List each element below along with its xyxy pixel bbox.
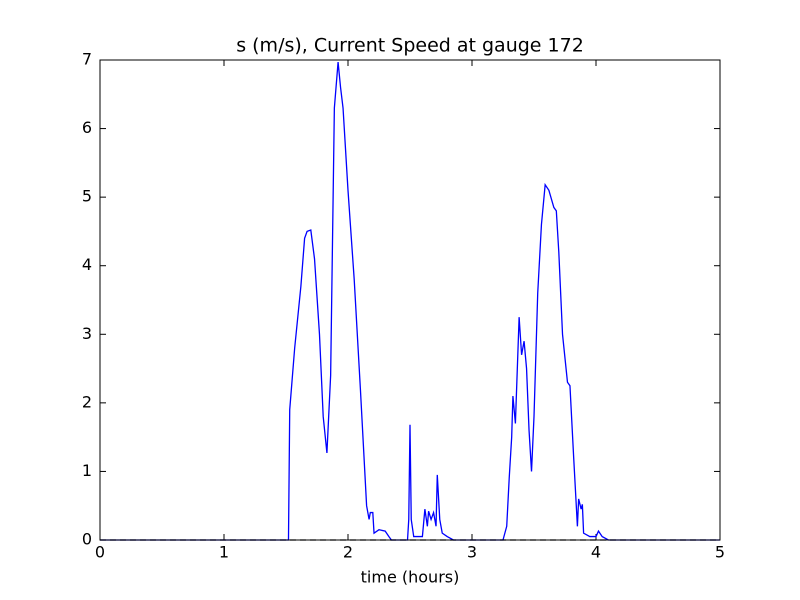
y-tick-label: 1 xyxy=(82,461,92,480)
plot-frame xyxy=(99,59,721,541)
y-tick-label: 7 xyxy=(82,50,92,69)
x-axis-label: time (hours) xyxy=(361,568,460,587)
chart-title: s (m/s), Current Speed at gauge 172 xyxy=(236,35,584,57)
x-tick-label: 0 xyxy=(95,543,105,562)
x-tick-label: 1 xyxy=(219,543,229,562)
y-tick-label: 6 xyxy=(82,118,92,137)
data-line xyxy=(100,61,720,541)
y-tick-label: 0 xyxy=(82,530,92,549)
x-tick-label: 4 xyxy=(591,543,601,562)
y-tick-label: 2 xyxy=(82,392,92,411)
y-tick-label: 4 xyxy=(82,255,92,274)
x-tick-label: 3 xyxy=(467,543,477,562)
y-tick-label: 5 xyxy=(82,187,92,206)
x-tick-label: 2 xyxy=(343,543,353,562)
y-tick-label: 3 xyxy=(82,324,92,343)
x-tick-label: 5 xyxy=(715,543,725,562)
